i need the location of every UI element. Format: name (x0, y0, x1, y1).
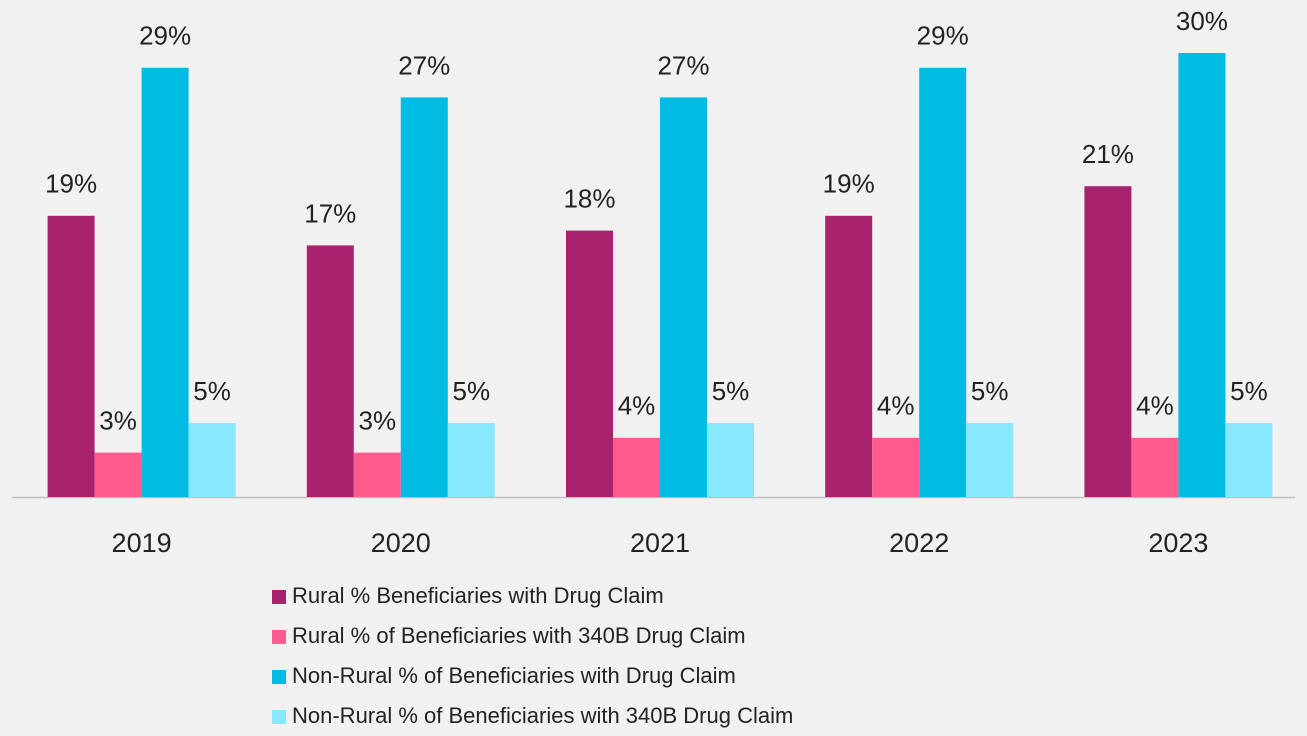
bar (47, 215, 95, 498)
legend-swatch (272, 670, 286, 684)
value-label: 17% (304, 198, 356, 228)
x-tick-label: 2023 (1148, 528, 1208, 558)
value-label: 5% (193, 376, 231, 406)
bar (707, 423, 754, 497)
value-label: 5% (971, 376, 1009, 406)
bar (306, 245, 354, 497)
legend-label: Rural % of Beneficiaries with 340B Drug … (292, 623, 746, 648)
value-label: 19% (45, 169, 97, 199)
bar (188, 423, 236, 497)
bar (566, 230, 613, 497)
legend-label: Rural % Beneficiaries with Drug Claim (292, 583, 664, 608)
value-label: 5% (712, 376, 750, 406)
bar (613, 437, 660, 497)
bar (872, 437, 920, 497)
value-label: 4% (877, 391, 915, 421)
bar (825, 215, 873, 498)
bar (1131, 437, 1179, 497)
x-tick-label: 2020 (371, 528, 431, 558)
bar (660, 97, 707, 498)
legend-label: Non-Rural % of Beneficiaries with Drug C… (292, 663, 736, 688)
bar (966, 423, 1014, 497)
value-label: 3% (99, 405, 137, 435)
bar (1178, 53, 1226, 497)
value-label: 21% (1082, 139, 1134, 169)
bar (447, 423, 495, 497)
legend-swatch (272, 710, 286, 724)
bar (919, 67, 967, 498)
legend-swatch (272, 590, 286, 604)
x-tick-label: 2022 (889, 528, 949, 558)
x-tick-label: 2021 (630, 528, 690, 558)
value-label: 27% (398, 50, 450, 80)
value-label: 5% (1230, 376, 1268, 406)
bar (94, 452, 142, 497)
value-label: 29% (139, 21, 191, 51)
legend-label: Non-Rural % of Beneficiaries with 340B D… (292, 703, 793, 728)
value-label: 19% (823, 169, 875, 199)
value-label: 4% (618, 391, 656, 421)
bar (353, 452, 401, 497)
value-label: 3% (359, 405, 397, 435)
bar (1225, 423, 1273, 497)
value-label: 30% (1176, 6, 1228, 36)
value-label: 27% (657, 50, 709, 80)
x-tick-label: 2019 (112, 528, 172, 558)
value-label: 29% (917, 21, 969, 51)
legend-swatch (272, 630, 286, 644)
bar (400, 97, 448, 498)
value-label: 5% (453, 376, 491, 406)
bar (1084, 186, 1132, 497)
value-label: 18% (563, 183, 615, 213)
bar (141, 67, 189, 498)
value-label: 4% (1136, 391, 1174, 421)
